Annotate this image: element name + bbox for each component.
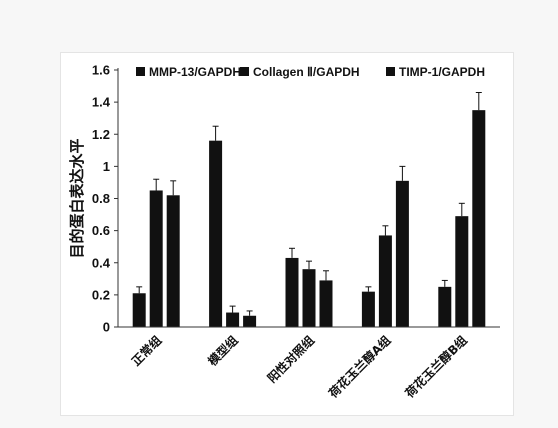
legend-label: TIMP-1/GAPDH: [399, 65, 485, 79]
y-axis-label: 目的蛋白表达水平: [68, 138, 86, 258]
legend: MMP-13/GAPDH Collagen Ⅱ/GAPDH TIMP-1/GAPDH: [136, 65, 485, 79]
y-axis: 0 0.2 0.4 0.6 0.8 1 1.2 1.4 1.6: [92, 63, 119, 335]
x-category-label: 模型组: [205, 333, 241, 369]
legend-swatch: [240, 67, 249, 76]
y-tick-label: 1.2: [92, 127, 110, 142]
bars: [132, 91, 486, 327]
bar: [361, 291, 375, 327]
y-tick-label: 0.4: [92, 255, 111, 270]
y-tick-label: 1: [103, 159, 110, 174]
bar: [243, 315, 257, 327]
bar: [455, 216, 469, 327]
legend-label: Collagen Ⅱ/GAPDH: [253, 65, 360, 79]
bar: [209, 140, 223, 327]
x-category-label: 荷花玉兰醇A组: [325, 333, 394, 402]
x-category-label: 阳性对照组: [264, 333, 317, 386]
bar: [378, 235, 392, 327]
y-tick-label: 0: [103, 320, 110, 335]
legend-swatch: [386, 67, 395, 76]
legend-label: MMP-13/GAPDH: [149, 65, 241, 79]
y-tick-label: 1.6: [92, 63, 110, 78]
bar: [132, 293, 146, 327]
y-tick-label: 0.2: [92, 287, 110, 302]
bar: [319, 280, 333, 327]
legend-swatch: [136, 67, 145, 76]
bar: [472, 110, 486, 327]
bar: [395, 180, 409, 327]
y-tick-label: 1.4: [92, 95, 111, 110]
y-tick-label: 0.6: [92, 223, 110, 238]
bar: [226, 312, 240, 327]
y-tick-label: 0.8: [92, 191, 110, 206]
x-category-label: 荷花玉兰醇B组: [401, 333, 470, 402]
bar: [302, 269, 316, 327]
bar: [149, 190, 163, 327]
x-axis: 正常组 模型组 阳性对照组 荷花玉兰醇A组 荷花玉兰醇B组: [118, 326, 500, 402]
bar: [285, 257, 299, 327]
bar: [166, 195, 180, 327]
chart-panel: [60, 52, 514, 416]
x-category-label: 正常组: [128, 333, 164, 369]
bar: [438, 286, 452, 327]
